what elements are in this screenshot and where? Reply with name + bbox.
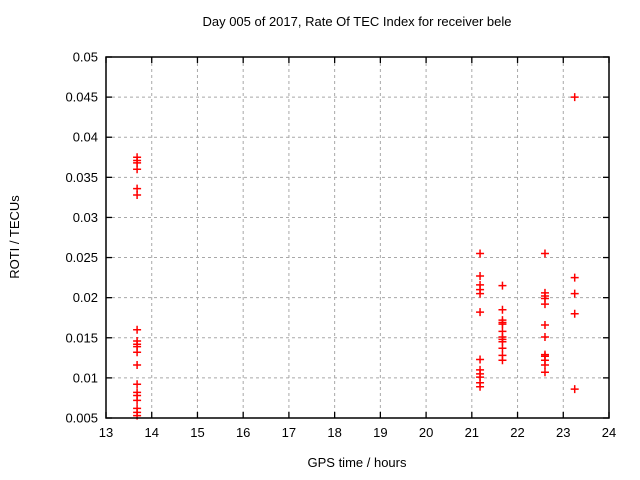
- y-tick-label: 0.03: [73, 210, 98, 225]
- data-point-marker: [540, 332, 549, 341]
- data-point-marker: [133, 380, 142, 389]
- data-point-marker: [498, 356, 507, 365]
- y-axis-title: ROTI / TECUs: [7, 195, 22, 279]
- axis-ticks: [105, 56, 610, 419]
- x-tick-label: 23: [556, 425, 570, 440]
- data-point-marker: [540, 249, 549, 258]
- x-tick-label: 14: [144, 425, 158, 440]
- data-point-marker: [133, 348, 142, 357]
- data-point-marker: [133, 361, 142, 370]
- x-tick-label: 24: [602, 425, 616, 440]
- x-tick-label: 22: [510, 425, 524, 440]
- x-tick-label: 21: [465, 425, 479, 440]
- data-point-marker: [476, 272, 485, 281]
- data-point-marker: [476, 289, 485, 298]
- y-tick-label: 0.025: [65, 250, 98, 265]
- data-point-marker: [498, 344, 507, 353]
- x-tick-label: 13: [99, 425, 113, 440]
- data-point-marker: [570, 93, 579, 102]
- data-point-marker: [133, 190, 142, 199]
- y-tick-label: 0.05: [73, 50, 98, 65]
- x-tick-label: 15: [190, 425, 204, 440]
- data-point-marker: [540, 361, 549, 370]
- data-point-marker: [133, 396, 142, 405]
- data-point-marker: [570, 309, 579, 318]
- data-point-marker: [540, 368, 549, 377]
- x-tick-label: 16: [236, 425, 250, 440]
- data-point-marker: [570, 273, 579, 282]
- x-tick-label: 19: [373, 425, 387, 440]
- y-tick-label: 0.015: [65, 330, 98, 345]
- data-point-marker: [570, 385, 579, 394]
- data-point-marker: [476, 355, 485, 364]
- y-tick-label: 0.045: [65, 90, 98, 105]
- y-tick-label: 0.04: [73, 130, 98, 145]
- chart-title: Day 005 of 2017, Rate Of TEC Index for r…: [202, 14, 511, 29]
- data-point-marker: [498, 281, 507, 290]
- x-tick-label: 20: [419, 425, 433, 440]
- y-tick-label: 0.005: [65, 411, 98, 426]
- data-points: [133, 93, 579, 420]
- y-tick-label: 0.035: [65, 170, 98, 185]
- data-point-marker: [476, 382, 485, 391]
- data-point-marker: [133, 325, 142, 334]
- data-point-marker: [498, 320, 507, 329]
- x-tick-label: 17: [282, 425, 296, 440]
- data-point-marker: [133, 165, 142, 174]
- data-point-marker: [570, 289, 579, 298]
- x-axis-title: GPS time / hours: [308, 455, 407, 470]
- grid-lines: [106, 57, 609, 418]
- tick-labels: 13 14 15 16 17 18 19 20 21 22 23 24 0.005 0.01 0.015 0.…: [65, 50, 616, 441]
- y-tick-label: 0.02: [73, 290, 98, 305]
- plot-border: [105, 56, 610, 419]
- data-point-marker: [476, 308, 485, 317]
- data-point-marker: [540, 320, 549, 329]
- x-tick-label: 18: [327, 425, 341, 440]
- data-point-marker: [540, 300, 549, 309]
- data-point-marker: [476, 249, 485, 258]
- y-tick-label: 0.01: [73, 370, 98, 385]
- data-point-marker: [498, 305, 507, 314]
